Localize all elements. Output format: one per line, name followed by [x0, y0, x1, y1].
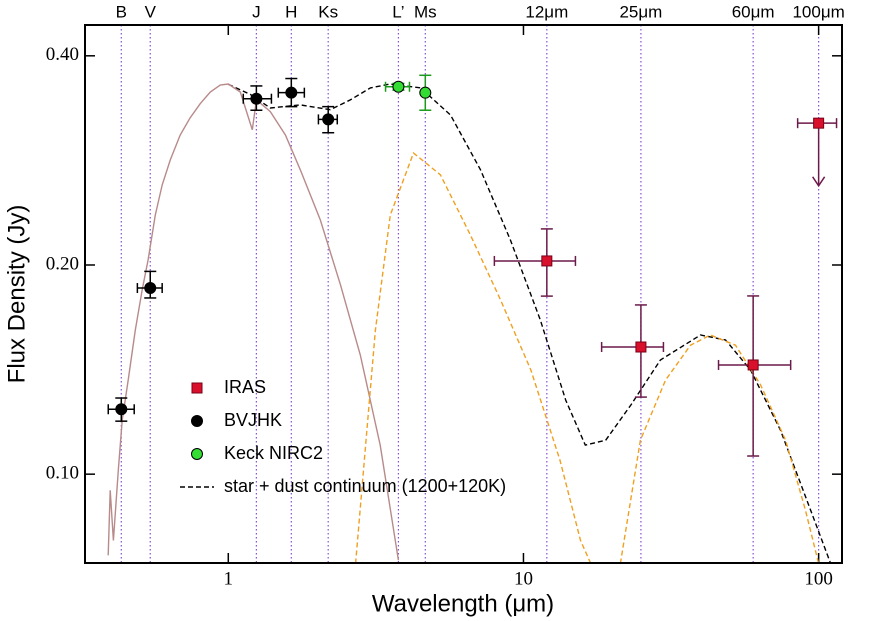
curve: [354, 151, 592, 563]
point: [747, 359, 759, 371]
band-label: 12μm: [525, 2, 568, 21]
band-label: Ms: [414, 2, 437, 21]
legend-label: star + dust continuum (1200+120K): [224, 476, 506, 496]
x-axis-title: Wavelength (μm): [372, 590, 554, 617]
legend-marker: [191, 382, 203, 394]
y-tick-label: 0.20: [46, 253, 79, 274]
legend-marker: [191, 415, 203, 427]
point: [285, 86, 298, 99]
band-label: L’: [392, 2, 404, 21]
point: [635, 341, 647, 353]
legend-marker: [191, 448, 203, 460]
band-label: J: [252, 2, 261, 21]
x-tick-label: 1: [224, 568, 234, 589]
y-tick-label: 0.40: [46, 44, 79, 65]
band-label: 25μm: [619, 2, 662, 21]
x-tick-label: 100: [804, 568, 833, 589]
point: [541, 255, 553, 267]
upper-limit-arrow: [812, 176, 826, 188]
legend-label: BVJHK: [224, 410, 282, 430]
legend-label: Keck NIRC2: [224, 443, 323, 463]
point: [322, 113, 335, 126]
curve: [228, 83, 832, 563]
plot-area: [107, 83, 832, 563]
band-label: V: [145, 2, 157, 21]
curve: [619, 334, 820, 563]
point: [144, 282, 157, 295]
legend-label: IRAS: [224, 377, 266, 397]
band-label: B: [116, 2, 127, 21]
curve: [107, 83, 400, 561]
plot-frame: [84, 24, 843, 564]
band-label: H: [285, 2, 297, 21]
point: [392, 80, 405, 93]
x-tick-label: 10: [514, 568, 533, 589]
band-label: 100μm: [792, 2, 844, 21]
point: [250, 92, 263, 105]
point: [419, 86, 432, 99]
y-tick-label: 0.10: [46, 463, 79, 484]
point: [115, 403, 128, 416]
band-label: Ks: [318, 2, 338, 21]
band-label: 60μm: [732, 2, 775, 21]
y-axis-title: Flux Density (Jy): [3, 205, 30, 384]
point: [813, 117, 825, 129]
